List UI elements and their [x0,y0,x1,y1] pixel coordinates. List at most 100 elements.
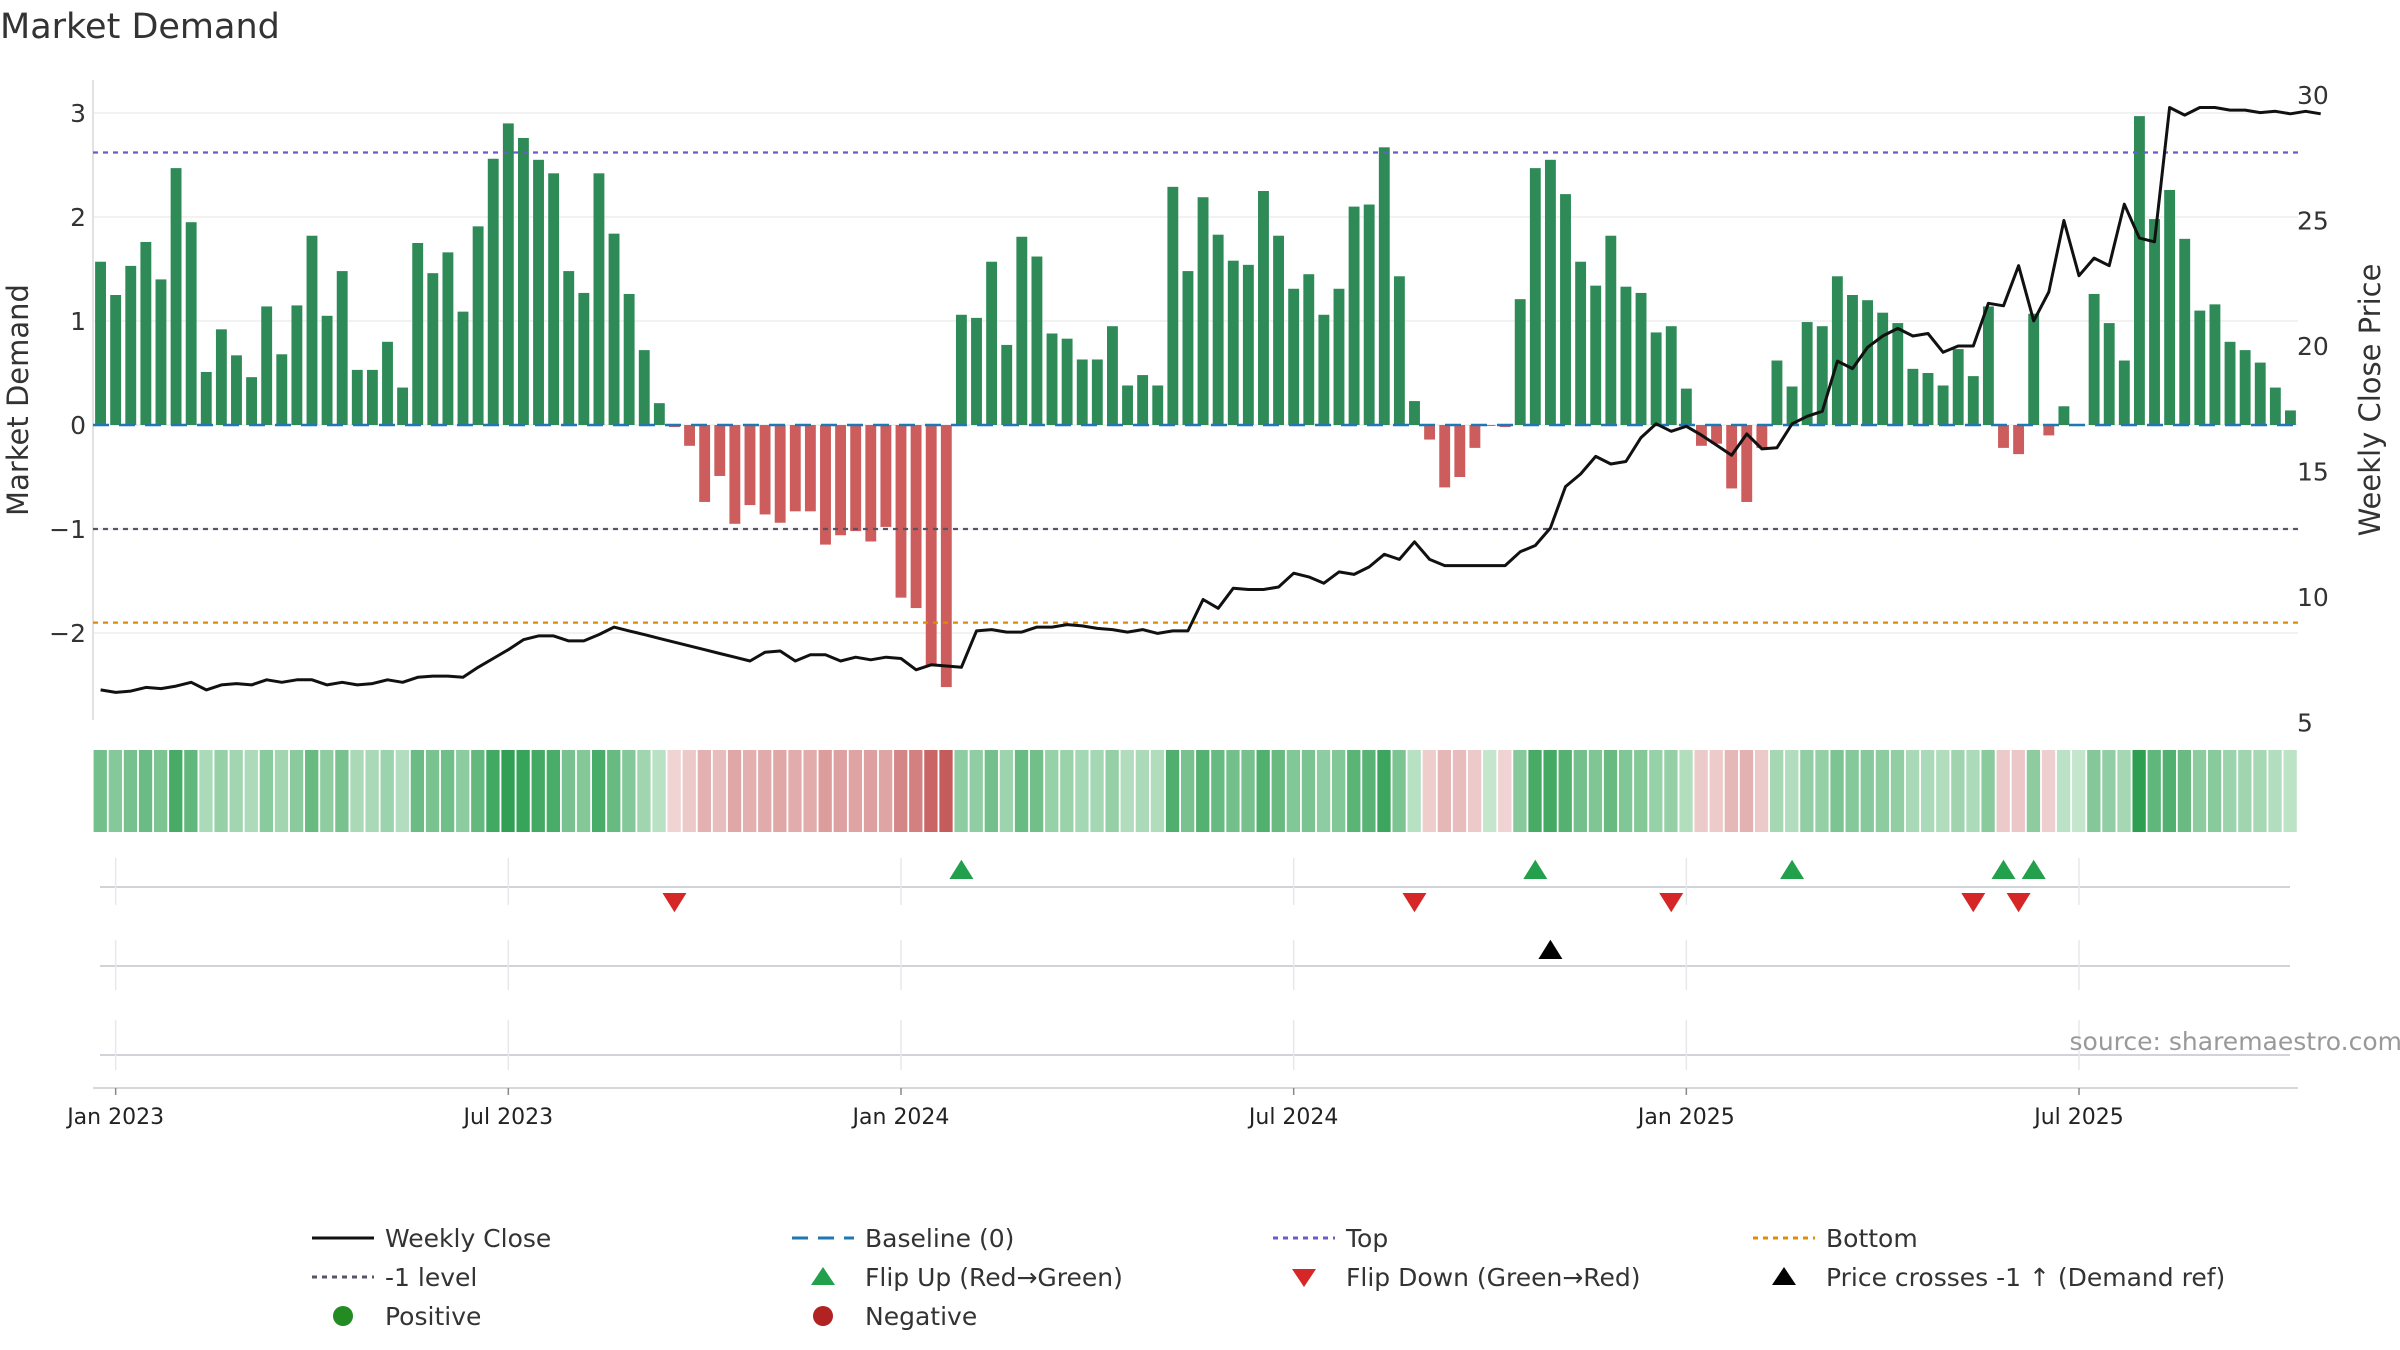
heat-cell [848,750,863,832]
demand-bar [2043,425,2055,436]
legend-label: Positive [385,1302,481,1331]
x-tick-label: Jan 2023 [65,1105,164,1130]
demand-bar [200,371,212,425]
demand-bar [1982,306,1994,425]
heat-cell [1815,750,1829,832]
legend-swatch-price-cross [1772,1267,1796,1285]
demand-bar [1967,376,1979,425]
demand-bar [2269,387,2281,425]
demand-bar [2179,238,2191,425]
y-tick-label-left: −1 [49,515,86,544]
heat-cell [1045,750,1059,832]
heat-cell [380,750,394,832]
demand-bar [2209,304,2221,425]
flip-down-marker [1659,893,1684,913]
heat-cell [486,750,500,832]
heat-cell [2192,750,2207,832]
main-plot-area: Market Demand Weekly Close Price 3210−1−… [1,80,2387,738]
demand-bar [1650,332,1662,425]
y-tick-label-left: 1 [70,307,86,336]
demand-bar [1620,286,1632,425]
source-credit: source: sharemaestro.com [2070,1027,2400,1056]
heat-cell [1014,750,1029,832]
heat-cell [1090,750,1104,832]
demand-bar [1756,425,1768,448]
legend-label: Flip Up (Red→Green) [865,1263,1123,1292]
demand-bar [653,403,665,425]
heat-cell [1936,750,1950,832]
y-tick-label-left: 0 [70,411,86,440]
heat-cell [410,750,425,832]
heat-cell [184,750,198,832]
y-tick-label-right: 15 [2297,458,2329,487]
y-tick-label-right: 25 [2297,207,2329,236]
flip-up-marker [1780,859,1805,879]
heat-cell [335,750,349,832]
demand-bar [1061,338,1073,425]
demand-bar [2058,406,2070,425]
demand-bar [1227,260,1239,425]
demand-bar [1393,276,1405,425]
heat-cell [350,750,364,832]
heat-cell [984,750,998,832]
heat-cell [1256,750,1270,832]
demand-bar [1197,197,1209,425]
left-axis-label: Market Demand [1,284,35,516]
flip-down-marker [662,893,687,913]
demand-bar [1363,204,1375,425]
demand-bar [1333,288,1345,425]
heat-cell [1709,750,1723,832]
heat-cell [1029,750,1044,832]
heat-cell [229,750,243,832]
heat-cell [1588,750,1603,832]
heat-cell [2223,750,2237,832]
legend-swatch-negative [813,1306,833,1326]
demand-bar [880,425,892,527]
heat-cell [2117,750,2131,832]
heat-cell [743,750,757,832]
demand-bar [1847,295,1858,425]
heat-cell [1558,750,1572,832]
demand-bar [940,425,952,688]
demand-bar [366,369,378,425]
heat-cell [607,750,621,832]
demand-bar [1046,333,1058,425]
demand-bar [578,292,590,425]
demand-bar [231,355,242,425]
heat-cell [1694,750,1708,832]
heat-cell [1226,750,1240,832]
heat-cell [818,750,832,832]
demand-bar [1076,359,1088,425]
heat-cell [1543,750,1557,832]
demand-bar [1318,314,1330,425]
heat-cell [1362,750,1376,832]
heat-cell [1437,750,1452,832]
heat-cell [440,750,455,832]
demand-bar [487,158,499,425]
heat-cell [1860,750,1874,832]
heat-cell [1196,750,1210,832]
demand-bar [382,341,393,425]
x-tick-labels: Jan 2023 Jul 2023 Jan 2024 Jul 2024 Jan 2025… [65,1105,2124,1130]
demand-bar [276,354,288,425]
heat-cell [1528,750,1542,832]
heat-cell [471,750,485,832]
demand-bar [835,425,847,536]
heat-cell [531,750,545,832]
demand-bar [729,425,741,524]
heat-cell [244,750,258,832]
demand-bar [714,425,726,476]
demand-bar [2239,350,2251,425]
demand-bar [1031,256,1043,425]
heat-cell [909,750,923,832]
heat-cell [456,750,470,832]
heat-cell [1165,750,1180,832]
demand-bar [1937,385,1949,425]
heat-cell [1498,750,1512,832]
demand-bar [2088,293,2100,425]
demand-bar [986,261,998,425]
demand-bar [1484,425,1496,426]
demand-bar [744,425,756,506]
flip-up-marker [949,859,974,879]
demand-bar [1680,388,1692,425]
